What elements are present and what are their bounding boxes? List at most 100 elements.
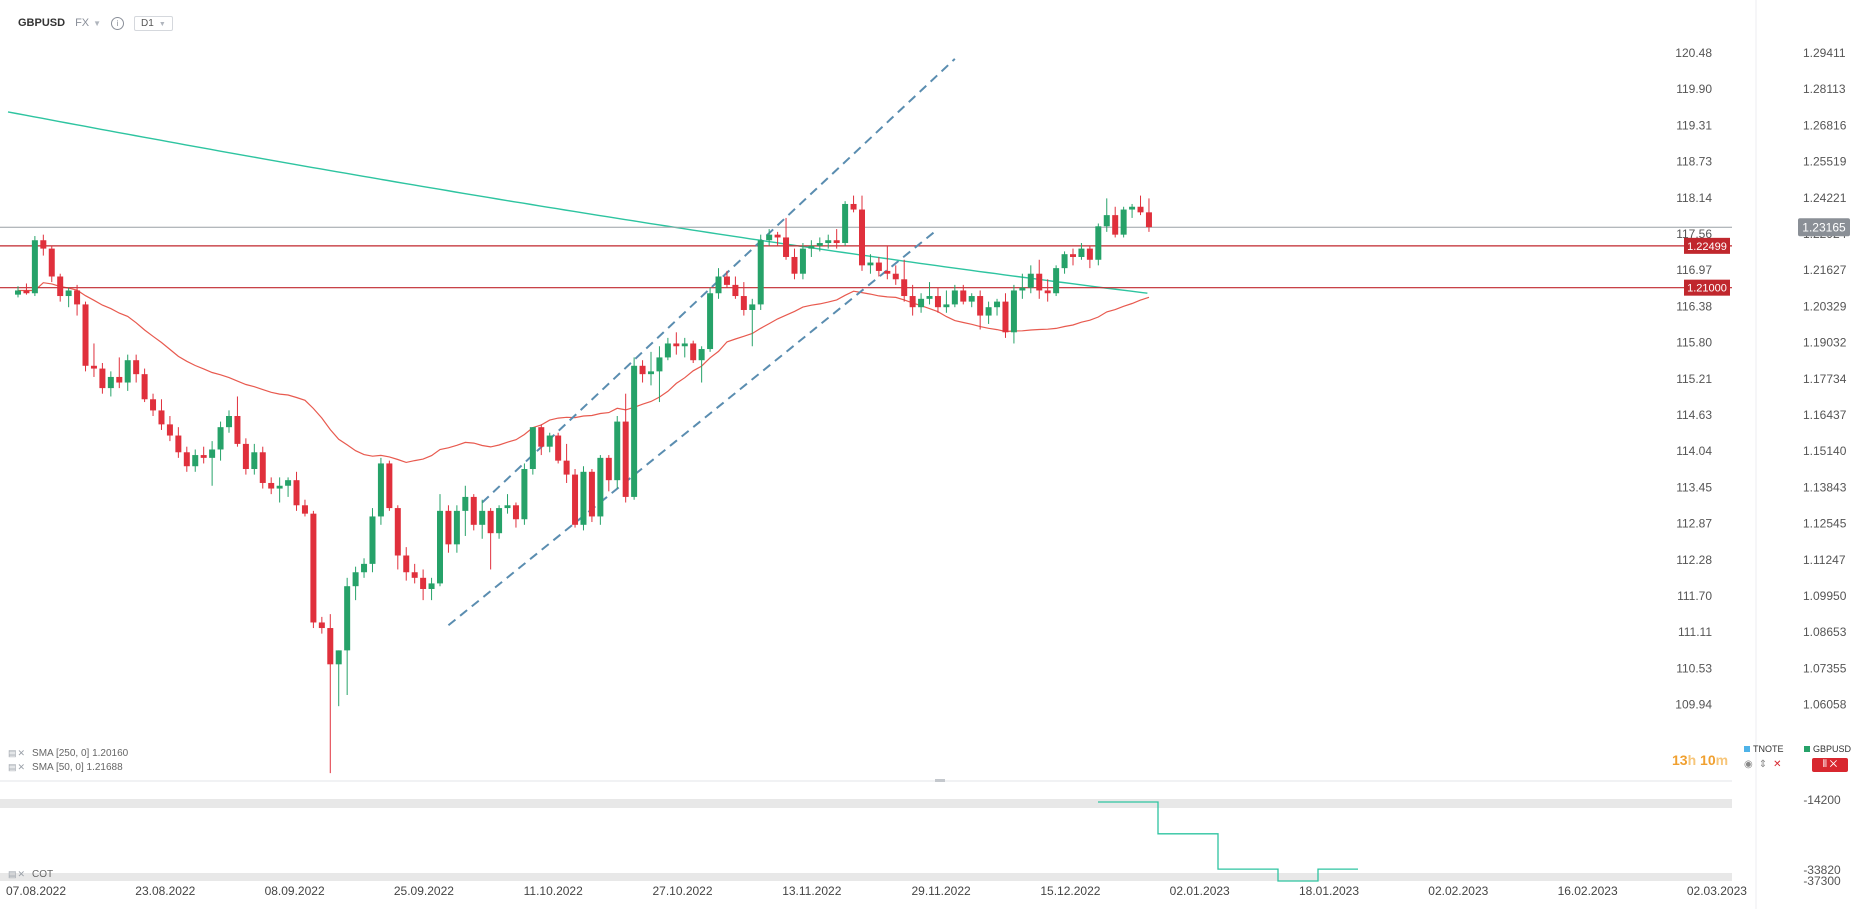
settings-icon[interactable]: ▤✕	[8, 762, 27, 772]
candle-body	[327, 628, 334, 665]
price-tick-label: 1.24221	[1803, 191, 1847, 205]
price-tick-label: 1.07355	[1803, 661, 1847, 675]
candle-body	[563, 460, 570, 475]
date-tick-label: 02.01.2023	[1170, 884, 1230, 898]
sma-50-line	[18, 282, 1150, 464]
candle-body	[150, 399, 157, 411]
candle-body	[453, 510, 460, 545]
candle-body	[1019, 287, 1026, 291]
price-tick-label: 1.17734	[1803, 372, 1847, 386]
candle-body	[445, 510, 452, 545]
candle-body	[681, 343, 688, 347]
candle-body	[259, 452, 266, 483]
candle-body	[850, 203, 857, 210]
candle-body	[1086, 248, 1093, 260]
candle-body	[1112, 215, 1119, 235]
price-tick-label: 1.12545	[1803, 517, 1847, 531]
close-icon[interactable]: ✕	[1773, 759, 1782, 770]
candle-body	[875, 262, 882, 271]
cot-band-bottom	[0, 873, 1732, 881]
candle-body	[158, 410, 165, 425]
symbol-label[interactable]: GBPUSD	[18, 17, 66, 29]
price-tick-label: 1.16437	[1803, 408, 1847, 422]
date-tick-label: 25.09.2022	[394, 884, 454, 898]
candle-body	[65, 290, 72, 297]
tnote-tick-label: 119.31	[1676, 118, 1712, 132]
settings-icon[interactable]: ▤✕	[8, 748, 27, 758]
move-icon[interactable]: ⇕	[1758, 759, 1768, 770]
candle-body	[285, 480, 292, 486]
candle-body	[1027, 273, 1034, 288]
tnote-tick-label: 111.11	[1678, 625, 1712, 639]
candle-body	[707, 293, 714, 350]
chevron-down-icon[interactable]: ▼	[93, 18, 102, 28]
candle-body	[673, 343, 680, 347]
candle-body	[462, 496, 469, 511]
candle-body	[529, 427, 536, 470]
candle-body	[310, 513, 317, 623]
candle-body	[57, 276, 64, 297]
legend-swatch	[1744, 746, 1750, 752]
candle-body	[1070, 254, 1076, 257]
indicator-sma-50[interactable]: ▤✕ SMA [50, 0] 1.21688	[8, 762, 123, 773]
tnote-tick-label: 111.70	[1677, 589, 1712, 603]
timeframe-select[interactable]: D1 ▼	[134, 15, 173, 31]
candle-body	[251, 452, 258, 470]
market-label: FX	[75, 17, 90, 29]
candle-body	[1053, 268, 1060, 294]
legend-gbpusd[interactable]: GBPUSD	[1804, 744, 1851, 754]
settings-icon[interactable]: ▤✕	[8, 869, 27, 879]
date-tick-label: 23.08.2022	[135, 884, 195, 898]
candle-body	[394, 508, 401, 556]
pane-resize-handle	[935, 779, 945, 782]
countdown-hours: 13	[1672, 752, 1688, 768]
candle-body	[183, 452, 190, 467]
candle-body	[892, 273, 899, 280]
indicator-sma-250[interactable]: ▤✕ SMA [250, 0] 1.20160	[8, 748, 128, 759]
candle-body	[622, 421, 629, 497]
candle-body	[48, 248, 55, 277]
candle-body	[757, 240, 764, 305]
chart-header: GBPUSD FX ▼ i D1 ▼	[18, 14, 173, 32]
candle-body	[555, 435, 562, 461]
indicator-cot[interactable]: ▤✕ COT	[8, 869, 53, 880]
price-tick-label: 1.26816	[1803, 118, 1847, 132]
candle-body	[437, 510, 443, 584]
candle-body	[918, 298, 925, 308]
candle-body	[496, 508, 503, 534]
date-tick-label: 29.11.2022	[912, 884, 971, 898]
candle-body	[934, 296, 941, 308]
price-tick-label: 1.06058	[1803, 698, 1847, 712]
candle-body	[1137, 206, 1144, 213]
candle-body	[799, 248, 806, 274]
countdown-minutes: 10	[1700, 752, 1716, 768]
close-instrument-button[interactable]: ⫴ ✕	[1812, 758, 1848, 772]
candle-body	[951, 290, 958, 305]
candle-body	[723, 276, 730, 285]
candle-body	[774, 234, 781, 238]
candle-body	[656, 357, 663, 372]
candle-body	[816, 243, 823, 246]
candle-body	[175, 435, 182, 453]
candle-body	[242, 443, 249, 470]
candle-body	[318, 622, 325, 629]
candle-body	[572, 474, 579, 525]
legend-tools: ◉ ⇕ ✕	[1744, 759, 1788, 770]
price-tick-label: 1.28113	[1803, 82, 1846, 96]
candle-body	[470, 496, 477, 525]
tnote-tick-label: 117.56	[1676, 227, 1712, 241]
tnote-tick-label: 115.80	[1676, 336, 1712, 350]
candle-body	[842, 203, 849, 244]
eye-icon[interactable]: ◉	[1744, 759, 1753, 770]
info-icon[interactable]: i	[111, 16, 125, 30]
legend-tnote[interactable]: TNOTE	[1744, 744, 1784, 754]
candle-body	[926, 296, 933, 299]
candle-body	[538, 427, 545, 447]
candle-body	[361, 563, 368, 573]
tnote-tick-label: 110.53	[1676, 661, 1712, 675]
candle-body	[192, 455, 199, 467]
candle-body	[521, 469, 528, 520]
level-tag-2	[1684, 279, 1730, 296]
level-tag-1	[1684, 237, 1730, 254]
